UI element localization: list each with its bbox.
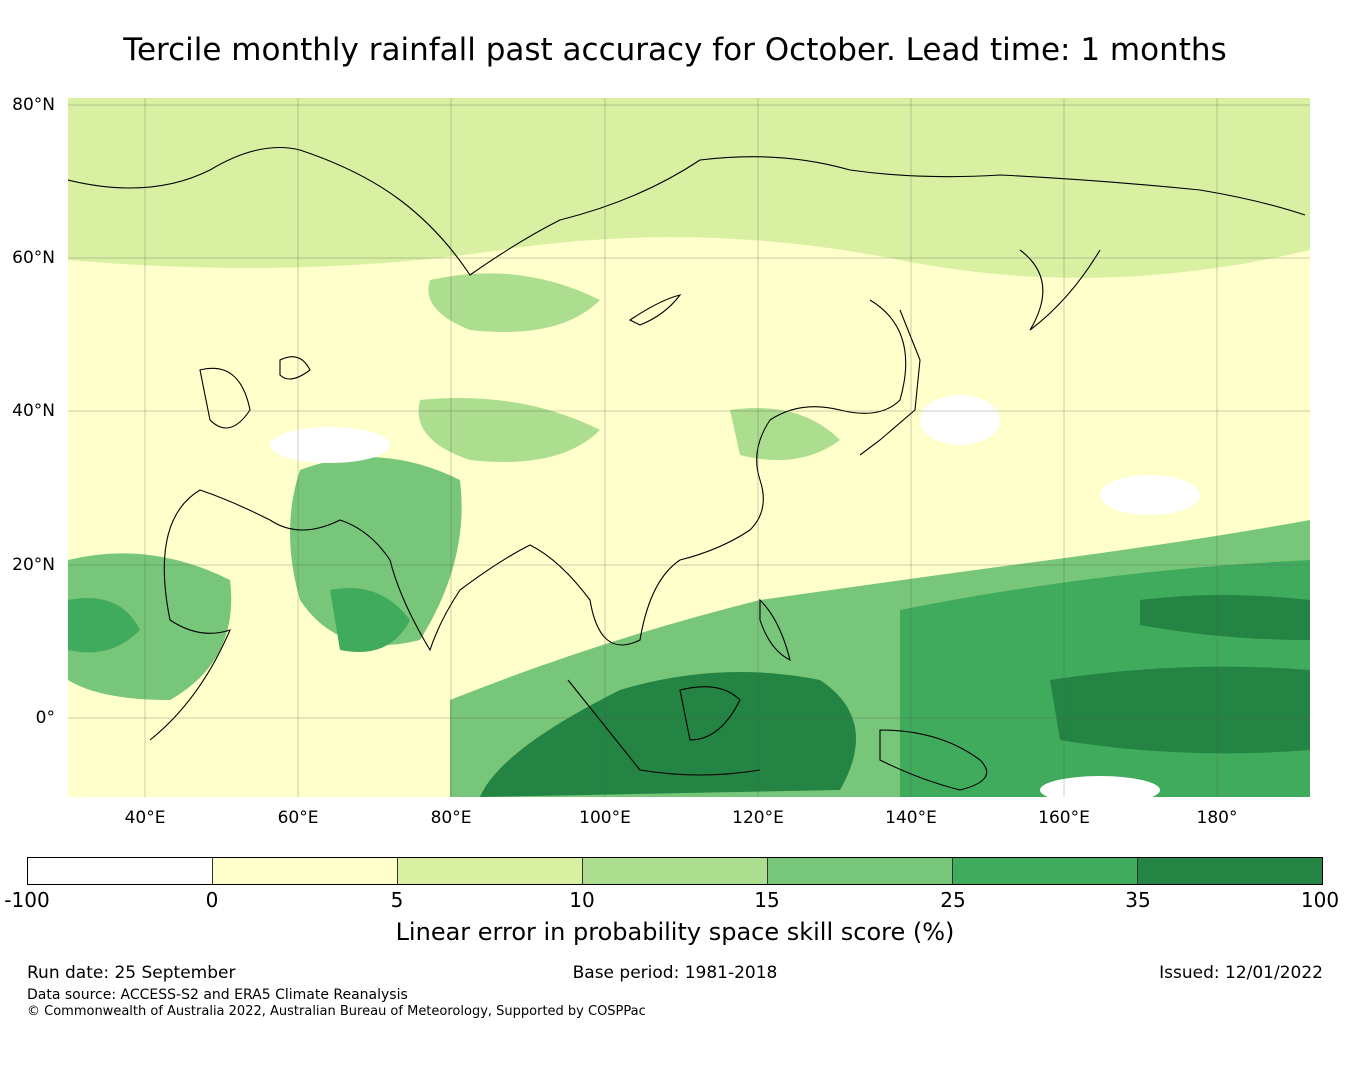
colorbar-tick: 15 xyxy=(754,888,780,912)
aral-sea-coastline xyxy=(279,356,311,380)
skill-region-korea xyxy=(730,408,840,460)
low-skill-patch xyxy=(1100,475,1200,515)
skill-region-pacific-patch xyxy=(1140,595,1310,640)
skill-region-tibet xyxy=(418,398,600,462)
colorbar-tick: 5 xyxy=(390,888,404,912)
skill-region-north xyxy=(68,98,1310,278)
lon-label: 40°E xyxy=(125,808,166,828)
borneo-coastline xyxy=(679,686,741,741)
copyright: © Commonwealth of Australia 2022, Austra… xyxy=(27,1004,646,1019)
asia-south-coastline xyxy=(149,299,907,741)
colorbar-segment xyxy=(583,858,768,884)
colorbar-segment xyxy=(953,858,1138,884)
low-skill-patch xyxy=(270,427,390,463)
skill-map: 80°N 60°N 40°N 20°N 0° 40°E 60°E 80°E 10… xyxy=(12,95,1310,828)
skill-region-indonesia xyxy=(480,672,856,797)
sumatra-java-coastline xyxy=(567,679,761,776)
lon-label: 60°E xyxy=(278,808,319,828)
colorbar xyxy=(27,857,1323,885)
low-skill-patch xyxy=(920,395,1000,445)
lake-baikal-coastline xyxy=(628,294,682,326)
skill-region-africa xyxy=(68,553,232,700)
lat-label: 80°N xyxy=(12,95,55,115)
lat-label: 60°N xyxy=(12,248,55,268)
colorbar-segment xyxy=(768,858,953,884)
skill-region-equatorial-pacific xyxy=(1050,666,1310,754)
lon-label: 80°E xyxy=(431,808,472,828)
low-skill-patch xyxy=(1040,776,1160,797)
colorbar-tick: 25 xyxy=(940,888,966,912)
lat-label: 0° xyxy=(36,708,55,728)
arctic-coastline xyxy=(68,147,1306,276)
colorbar-segment xyxy=(398,858,583,884)
coastlines xyxy=(68,147,1306,791)
skill-region-india-core xyxy=(330,588,410,652)
colorbar-tick: 0 xyxy=(205,888,219,912)
chart-title: Tercile monthly rainfall past accuracy f… xyxy=(123,32,1227,68)
colorbar-segment xyxy=(1138,858,1322,884)
colorbar-segment xyxy=(213,858,398,884)
philippines-coastline xyxy=(759,598,791,662)
lon-label: 140°E xyxy=(885,808,937,828)
skill-region-africa-core xyxy=(68,598,140,653)
caspian-sea-coastline xyxy=(199,367,251,429)
japan-coastline xyxy=(859,309,921,456)
kamchatka-coastline xyxy=(1019,249,1101,331)
lon-label: 160°E xyxy=(1038,808,1090,828)
colorbar-tick: 100 xyxy=(1300,888,1340,912)
lon-label: 180° xyxy=(1197,808,1238,828)
colorbar-label: Linear error in probability space skill … xyxy=(395,918,955,946)
graticule xyxy=(68,98,1310,797)
colorbar-segment xyxy=(28,858,213,884)
data-source: Data source: ACCESS-S2 and ERA5 Climate … xyxy=(27,987,408,1003)
lon-label: 120°E xyxy=(732,808,784,828)
skill-fields xyxy=(68,98,1310,797)
run-date: Run date: 25 September xyxy=(27,963,236,983)
lat-label: 20°N xyxy=(12,555,55,575)
base-period: Base period: 1981-2018 xyxy=(572,963,778,983)
lat-label: 40°N xyxy=(12,401,55,421)
issued-date: Issued: 12/01/2022 xyxy=(1159,963,1323,983)
colorbar-tick: 35 xyxy=(1125,888,1151,912)
lon-label: 100°E xyxy=(579,808,631,828)
colorbar-tick: -100 xyxy=(4,888,50,912)
skill-region-siberia xyxy=(428,273,600,332)
colorbar-tick: 10 xyxy=(569,888,595,912)
new-guinea-coastline xyxy=(879,729,988,791)
